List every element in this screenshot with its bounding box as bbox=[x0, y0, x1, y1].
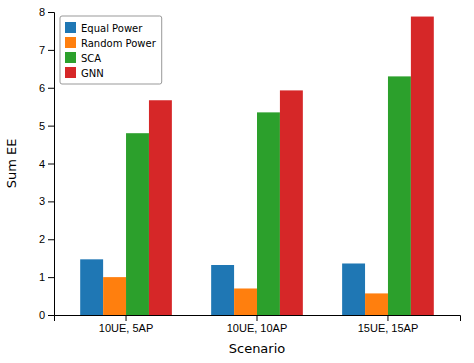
bar bbox=[149, 100, 172, 315]
x-tick-label: 15UE, 15AP bbox=[358, 322, 419, 334]
x-tick-mark bbox=[257, 315, 258, 321]
legend-item: Random Power bbox=[65, 37, 157, 49]
legend-label: Random Power bbox=[81, 38, 157, 49]
y-tick: 6 bbox=[39, 82, 54, 94]
bar bbox=[103, 277, 126, 315]
bar bbox=[126, 133, 149, 315]
legend-item: GNN bbox=[65, 67, 104, 79]
bar-series bbox=[126, 76, 411, 315]
y-tick-label: 2 bbox=[39, 233, 45, 245]
x-tick: 10UE, 5AP bbox=[99, 315, 153, 334]
legend-swatch bbox=[65, 37, 76, 48]
legend-label: SCA bbox=[81, 53, 101, 64]
y-tick-label: 4 bbox=[39, 158, 45, 170]
y-axis-line bbox=[48, 13, 55, 316]
x-axis: 10UE, 5AP 10UE, 10AP 15UE, 15AP bbox=[55, 315, 461, 334]
x-tick-mark bbox=[126, 315, 127, 321]
y-tick: 5 bbox=[39, 120, 54, 132]
bar bbox=[280, 90, 303, 315]
legend-box bbox=[60, 16, 162, 84]
legend-label: Equal Power bbox=[81, 23, 143, 34]
y-tick: 1 bbox=[39, 271, 54, 283]
legend-swatch bbox=[65, 22, 76, 33]
plot: 10UE, 5AP 10UE, 10AP 15UE, 15AP 0 1 2 3 4 5 6 7 8 Eq… bbox=[39, 6, 461, 334]
x-tick: 15UE, 15AP bbox=[358, 315, 419, 334]
bar bbox=[342, 263, 365, 315]
bar bbox=[257, 112, 280, 315]
y-tick: 3 bbox=[39, 195, 54, 207]
y-tick-mark bbox=[48, 88, 54, 89]
x-axis-title: Scenario bbox=[229, 341, 286, 356]
x-tick-label: 10UE, 10AP bbox=[227, 322, 288, 334]
y-tick-mark bbox=[48, 50, 54, 51]
y-tick-label: 3 bbox=[39, 195, 45, 207]
bar-series bbox=[149, 17, 434, 315]
y-tick: 2 bbox=[39, 233, 54, 245]
x-tick-label: 10UE, 5AP bbox=[99, 322, 153, 334]
y-tick-mark bbox=[48, 239, 54, 240]
bar bbox=[211, 265, 234, 315]
legend-item: SCA bbox=[65, 52, 101, 64]
bar bbox=[365, 293, 388, 315]
y-tick: 8 bbox=[39, 6, 54, 18]
y-tick-mark bbox=[48, 12, 54, 13]
bar bbox=[411, 17, 434, 315]
bar bbox=[234, 288, 257, 315]
x-axis-line bbox=[55, 316, 461, 322]
y-tick: 4 bbox=[39, 158, 54, 170]
legend-swatch bbox=[65, 67, 76, 78]
y-tick-mark bbox=[48, 315, 54, 316]
legend-item: Equal Power bbox=[65, 22, 143, 34]
y-tick-label: 7 bbox=[39, 44, 45, 56]
legend: Equal Power Random Power SCA GNN bbox=[60, 16, 162, 84]
x-tick-mark bbox=[387, 315, 388, 321]
y-tick-mark bbox=[48, 201, 54, 202]
y-tick-label: 1 bbox=[39, 271, 45, 283]
y-tick-mark bbox=[48, 126, 54, 127]
y-tick-label: 5 bbox=[39, 120, 45, 132]
y-axis: 0 1 2 3 4 5 6 7 8 bbox=[39, 6, 55, 321]
y-tick-mark bbox=[48, 277, 54, 278]
bar bbox=[388, 76, 411, 315]
y-tick-label: 0 bbox=[39, 309, 45, 321]
y-tick-label: 8 bbox=[39, 6, 45, 18]
y-tick-mark bbox=[48, 164, 54, 165]
legend-swatch bbox=[65, 52, 76, 63]
legend-label: GNN bbox=[81, 68, 104, 79]
bar-series bbox=[80, 259, 365, 315]
y-tick: 0 bbox=[39, 309, 54, 321]
y-tick: 7 bbox=[39, 44, 54, 56]
x-tick: 10UE, 10AP bbox=[227, 315, 288, 334]
chart: 10UE, 5AP 10UE, 10AP 15UE, 15AP 0 1 2 3 4 5 6 7 8 Eq… bbox=[0, 0, 474, 363]
y-tick-label: 6 bbox=[39, 82, 45, 94]
y-axis-title: Sum EE bbox=[4, 139, 19, 189]
bar bbox=[80, 259, 103, 315]
